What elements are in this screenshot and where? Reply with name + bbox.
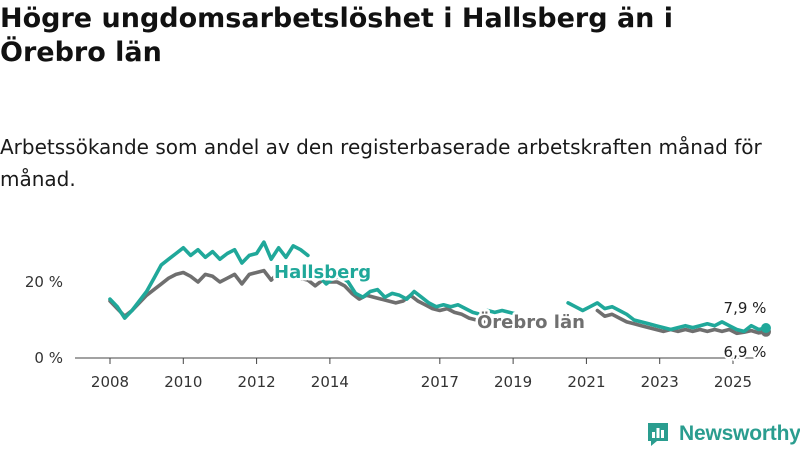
hallsberg-line	[108, 240, 310, 320]
newsworthy-logo-icon	[648, 423, 668, 446]
x-tick-label: 2010	[164, 373, 202, 391]
x-tick-label: 2021	[567, 373, 605, 391]
orebro-line	[595, 308, 768, 336]
orebro-end-label: 6,9 %	[724, 343, 767, 361]
x-tick-label: 2014	[311, 373, 349, 391]
brand-name: Newsworthy	[679, 422, 800, 445]
x-tick-label: 2019	[494, 373, 532, 391]
orebro-line	[108, 268, 486, 324]
x-tick-label: 2008	[91, 373, 129, 391]
chart-subtitle: Arbetssökande som andel av den registerb…	[0, 135, 762, 191]
hallsberg-end-marker	[760, 322, 771, 333]
x-tick-label: 2017	[421, 373, 459, 391]
y-tick-label: 20 %	[25, 273, 63, 291]
x-tick-label: 2025	[714, 373, 752, 391]
hallsberg-label: Hallsberg	[274, 262, 371, 283]
hallsberg-end-label: 7,9 %	[724, 299, 767, 317]
y-tick-label: 0 %	[34, 349, 63, 367]
orebro-label: Örebro län	[477, 311, 585, 333]
x-tick-label: 2012	[237, 373, 275, 391]
line-chart: 0 % 20 % 2008 2010 2012 2014 2017 2019 2021 2023 2…	[25, 240, 771, 391]
chart-title: Högre ungdomsarbetslöshet i Hallsberg än…	[0, 3, 674, 68]
hallsberg-line	[566, 301, 768, 334]
x-tick-label: 2023	[641, 373, 679, 391]
newsworthy-logo: Newsworthy	[645, 420, 800, 448]
hallsberg-line	[317, 274, 519, 317]
